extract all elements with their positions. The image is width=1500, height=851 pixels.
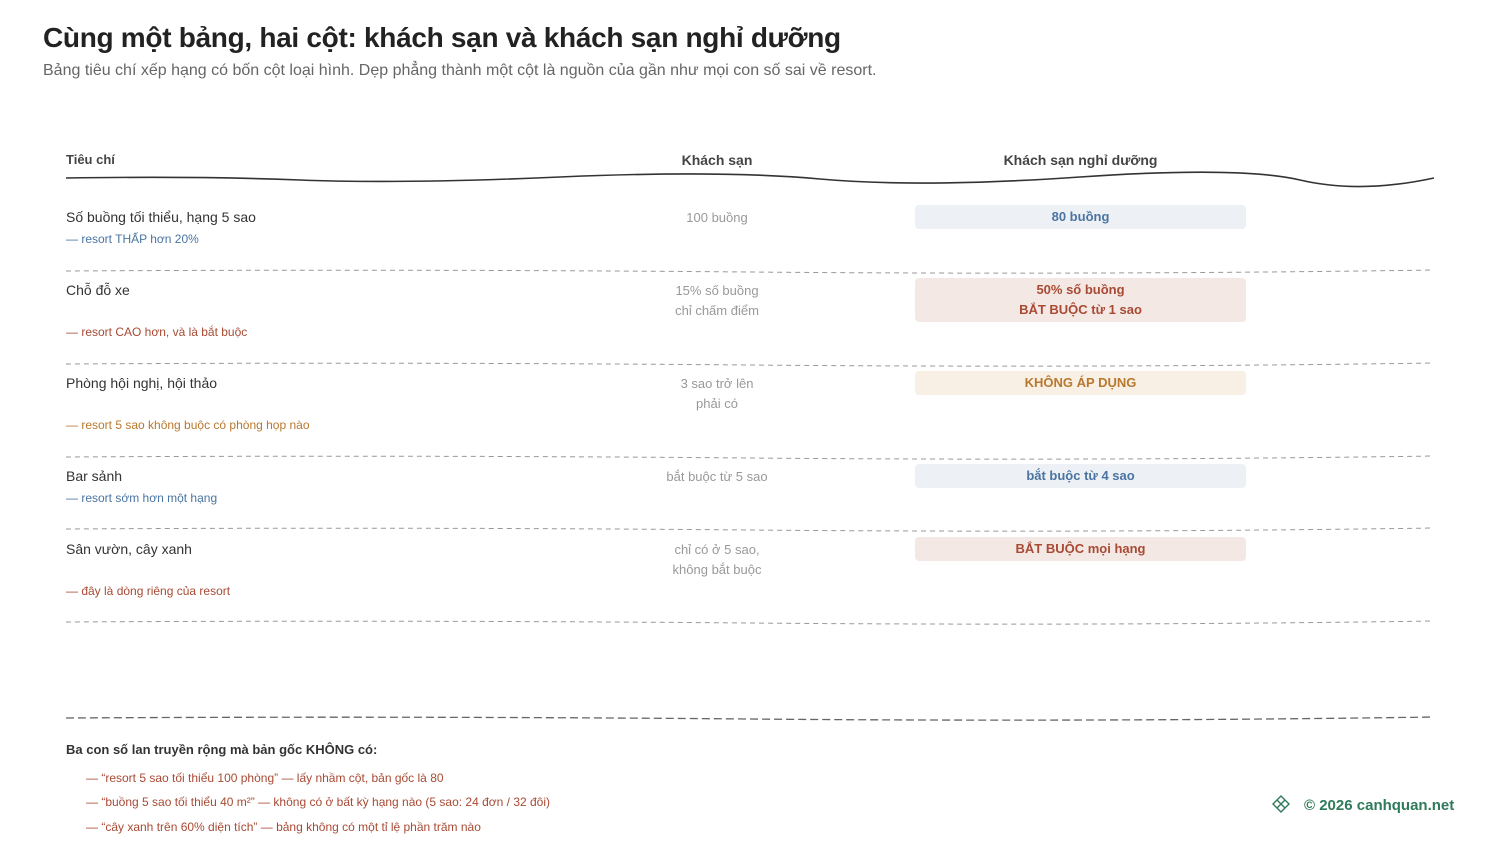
note: — đây là dòng riêng của resort xyxy=(66,584,231,598)
note: — resort THẤP hơn 20% xyxy=(66,232,199,246)
column-header: Khách sạn xyxy=(681,152,753,168)
hotel-line: phải có xyxy=(696,396,738,411)
footer-item: — “buồng 5 sao tối thiểu 40 m²” — không … xyxy=(86,795,551,809)
brand-icon xyxy=(1272,795,1290,813)
footer-rule xyxy=(65,716,1435,721)
resort-value: 50% số buồng BẮT BUỘC từ 1 sao xyxy=(915,278,1246,322)
resort-line: BẮT BUỘC từ 1 sao xyxy=(1019,302,1142,317)
note: — resort CAO hơn, và là bắt buộc xyxy=(66,325,248,339)
resort-line: 50% số buồng xyxy=(1036,282,1125,297)
resort-line: bắt buộc từ 4 sao xyxy=(1026,468,1135,483)
footer-title: Ba con số lan truyền rộng mà bản gốc KHÔ… xyxy=(66,742,378,757)
resort-value: 80 buồng xyxy=(915,205,1246,229)
criterion: Chỗ đỗ xe xyxy=(66,282,130,298)
criterion: Số buồng tối thiểu, hạng 5 sao xyxy=(66,209,256,225)
hotel-value: 15% số buồng chỉ chấm điểm xyxy=(617,281,817,321)
hotel-line: không bắt buộc xyxy=(672,562,762,577)
hotel-line: chỉ có ở 5 sao, xyxy=(674,542,760,557)
footer-item: — “resort 5 sao tối thiểu 100 phòng” — l… xyxy=(86,771,444,785)
title: Cùng một bảng, hai cột: khách sạn và khá… xyxy=(43,22,841,53)
criterion: Bar sảnh xyxy=(66,468,123,484)
hotel-line: 15% số buồng xyxy=(675,283,759,298)
subtitle: Bảng tiêu chí xếp hạng có bốn cột loại h… xyxy=(43,62,877,79)
hotel-value: bắt buộc từ 5 sao xyxy=(617,467,817,487)
note: — resort sớm hơn một hạng xyxy=(66,491,218,505)
footer-item: — “cây xanh trên 60% diện tích” — bảng k… xyxy=(86,820,481,834)
row-separators xyxy=(65,269,1435,625)
header-rule xyxy=(65,171,1435,188)
resort-line: BẮT BUỘC mọi hạng xyxy=(1015,541,1146,556)
hotel-line: bắt buộc từ 5 sao xyxy=(666,469,768,484)
hotel-value: chỉ có ở 5 sao, không bắt buộc xyxy=(617,540,817,580)
brand: © 2026 canhquan.net xyxy=(1304,797,1455,814)
resort-value: BẮT BUỘC mọi hạng xyxy=(915,537,1246,561)
resort-value: KHÔNG ÁP DỤNG xyxy=(915,371,1246,395)
column-header: Khách sạn nghỉ dưỡng xyxy=(1003,152,1158,168)
hotel-line: 100 buồng xyxy=(686,210,748,225)
column-header: Tiêu chí xyxy=(66,152,115,167)
resort-line: 80 buồng xyxy=(1051,209,1110,224)
resort-value: bắt buộc từ 4 sao xyxy=(915,464,1246,488)
hotel-value: 3 sao trở lên phải có xyxy=(617,374,817,414)
hotel-line: chỉ chấm điểm xyxy=(675,303,759,318)
note: — resort 5 sao không buộc có phòng họp n… xyxy=(66,418,310,432)
resort-line: KHÔNG ÁP DỤNG xyxy=(1024,375,1137,390)
criterion: Phòng hội nghị, hội thảo xyxy=(66,375,218,391)
hotel-line: 3 sao trở lên xyxy=(680,376,754,391)
hotel-value: 100 buồng xyxy=(617,208,817,228)
criterion: Sân vườn, cây xanh xyxy=(66,541,192,557)
